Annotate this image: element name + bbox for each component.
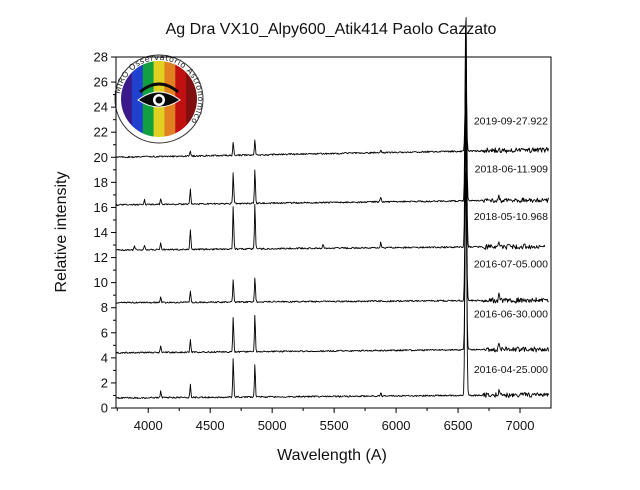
y-tick-label: 20 <box>94 150 108 165</box>
logo: MIRO Osservatorio Astronomico <box>113 53 205 144</box>
spectrum-line <box>115 69 549 159</box>
y-tick-label: 24 <box>94 100 108 115</box>
series-label: 2018-06-11.909 <box>475 163 549 175</box>
logo-stripe <box>186 61 197 137</box>
spectrum-line <box>115 170 549 354</box>
series-label: 2019-09-27.922 <box>474 116 548 128</box>
spectrum-line <box>115 88 549 400</box>
spectrum-line <box>115 26 546 252</box>
chart-title: Ag Dra VX10_Alpy600_Atik414 Paolo Cazzat… <box>166 21 497 38</box>
logo-stripe <box>121 61 133 137</box>
y-axis-label: Relative intensity <box>53 172 70 293</box>
x-tick-label: 6500 <box>444 418 473 433</box>
y-tick-label: 10 <box>94 275 108 290</box>
y-tick-label: 26 <box>94 75 108 90</box>
series-label: 2016-04-25.000 <box>474 364 548 376</box>
y-tick-label: 12 <box>94 250 108 265</box>
y-tick-label: 8 <box>101 300 108 315</box>
series-lines <box>115 17 549 400</box>
series-label: 2016-06-30.000 <box>474 309 548 321</box>
eye-icon <box>137 82 181 108</box>
y-tick-label: 0 <box>101 401 108 416</box>
series-label: 2018-05-10.968 <box>474 211 548 223</box>
y-tick-label: 14 <box>94 225 108 240</box>
series-labels: 2016-04-25.000 2016-06-30.000 2016-07-05.0… <box>474 116 548 376</box>
spectrum-line <box>115 127 549 304</box>
y-tick-label: 16 <box>94 200 108 215</box>
spectrum-line <box>115 17 549 207</box>
y-tick-label: 28 <box>94 50 108 65</box>
y-tick-label: 2 <box>101 375 108 390</box>
series-label: 2016-07-05.000 <box>474 259 548 271</box>
x-tick-label: 4500 <box>196 418 225 433</box>
y-tick-label: 6 <box>101 325 108 340</box>
logo-stripe <box>131 61 144 137</box>
x-tick-label: 7000 <box>506 418 535 433</box>
y-tick-label: 22 <box>94 125 108 140</box>
y-tick-label: 4 <box>101 350 108 365</box>
x-tick-label: 6000 <box>382 418 411 433</box>
y-tick-label: 18 <box>94 175 108 190</box>
x-tick-label: 5500 <box>320 418 349 433</box>
logo-stripe <box>175 61 187 137</box>
x-tick-label: 4000 <box>134 418 163 433</box>
x-tick-label: 5000 <box>258 418 287 433</box>
x-axis-label: Wavelength (A) <box>277 447 387 464</box>
